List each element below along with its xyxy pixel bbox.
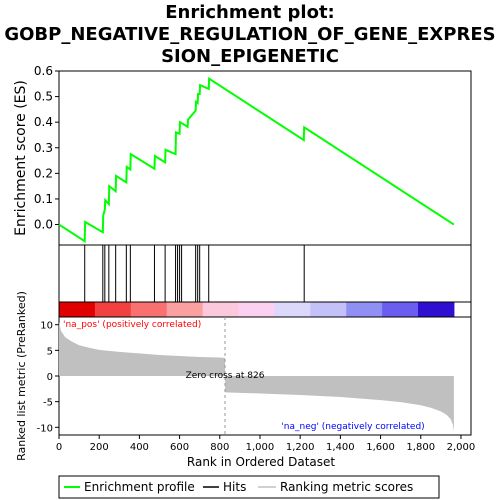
es-y-tick-label: 0.5 xyxy=(34,90,53,104)
x-axis-ticks: 0 200 400 600 800 1,000 1,200 1,400 1,600 1,800 2,… xyxy=(56,435,475,453)
x-tick-label: 1,800 xyxy=(406,442,435,453)
ranking-metric-area xyxy=(59,322,454,432)
title-line-2: GOBP_NEGATIVE_REGULATION_OF_GENE_EXPRES xyxy=(4,24,496,45)
title-line-3: SION_EPIGENETIC xyxy=(161,46,339,67)
heat-bar-segment xyxy=(310,302,347,317)
x-tick-label: 800 xyxy=(210,442,229,453)
zero-cross-label: Zero cross at 826 xyxy=(186,371,265,381)
es-y-tick-label: 0.0 xyxy=(34,218,53,232)
hits-panel-frame xyxy=(58,244,472,303)
heat-bar-segment xyxy=(130,302,168,317)
metric-y-tick-label: 0 xyxy=(47,372,53,383)
heat-bar-segment xyxy=(238,302,275,317)
es-panel: 0.0 0.1 0.2 0.3 0.4 0.5 0.6 Enrichment score (… xyxy=(13,64,472,246)
negative-label: 'na_neg' (negatively correlated) xyxy=(281,422,424,432)
legend-label-hits: Hits xyxy=(223,480,246,494)
heat-bar-segment xyxy=(274,302,311,317)
enrichment-profile-line xyxy=(58,76,455,243)
es-y-ticks: 0.0 0.1 0.2 0.3 0.4 0.5 0.6 xyxy=(34,64,59,232)
es-y-tick-label: 0.2 xyxy=(34,166,53,180)
es-y-tick-label: 0.3 xyxy=(34,141,53,155)
metric-panel: -10 -5 0 5 10 Zero cross at 826 'na_pos' (po… xyxy=(15,291,472,461)
x-tick-label: 1,200 xyxy=(286,442,315,453)
legend-frame xyxy=(58,475,440,499)
legend-label-enrichment-profile: Enrichment profile xyxy=(84,480,195,494)
heat-bar-segment xyxy=(382,302,419,317)
hits-panel xyxy=(58,244,472,303)
es-panel-frame xyxy=(58,70,472,246)
heat-bar-segment xyxy=(94,302,132,317)
heat-bar-segment xyxy=(166,302,204,317)
x-tick-label: 600 xyxy=(170,442,189,453)
metric-y-tick-label: 5 xyxy=(47,346,53,357)
metric-y-tick-label: 10 xyxy=(40,321,53,332)
heat-bar-segment xyxy=(59,302,96,317)
chart-title: Enrichment plot: GOBP_NEGATIVE_REGULATIO… xyxy=(0,2,500,68)
es-y-axis-label: Enrichment score (ES) xyxy=(13,80,29,236)
legend: Enrichment profile Hits Ranking metric s… xyxy=(58,475,440,499)
hit-marks xyxy=(84,245,305,302)
x-tick-label: 200 xyxy=(90,442,109,453)
x-tick-label: 1,600 xyxy=(366,442,395,453)
es-y-tick-label: 0.4 xyxy=(34,115,53,129)
heat-bar-segment xyxy=(346,302,383,317)
positive-label: 'na_pos' (positively correlated) xyxy=(63,320,201,330)
x-axis-label: Rank in Ordered Dataset xyxy=(187,455,335,469)
metric-y-tick-label: -5 xyxy=(43,398,53,409)
x-tick-label: 0 xyxy=(56,442,62,453)
es-y-tick-label: 0.1 xyxy=(34,192,53,206)
metric-y-axis-label: Ranked list metric (PreRanked) xyxy=(15,291,28,461)
title-line-1: Enrichment plot: xyxy=(165,2,335,23)
x-tick-label: 1,400 xyxy=(326,442,355,453)
metric-y-ticks: -10 -5 0 5 10 xyxy=(37,321,59,434)
x-tick-label: 400 xyxy=(130,442,149,453)
legend-label-ranking-metric: Ranking metric scores xyxy=(280,480,413,494)
heat-bar-segment xyxy=(418,302,455,317)
heat-bar-segment xyxy=(202,302,240,317)
metric-y-tick-label: -10 xyxy=(37,423,53,434)
ranking-heat-bar xyxy=(59,302,455,317)
x-tick-label: 1,000 xyxy=(246,442,275,453)
x-tick-label: 2,000 xyxy=(447,442,476,453)
es-y-tick-label: 0.6 xyxy=(34,64,53,78)
